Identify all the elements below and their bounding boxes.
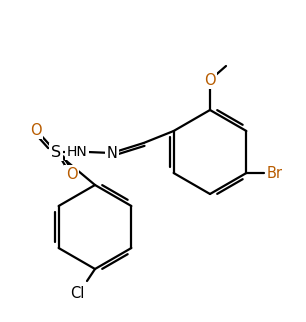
Text: S: S xyxy=(50,145,61,159)
Text: O: O xyxy=(66,166,77,182)
Text: O: O xyxy=(204,72,216,88)
Text: Br: Br xyxy=(267,166,282,181)
Text: HN: HN xyxy=(67,145,88,159)
Text: N: N xyxy=(106,146,117,160)
Text: O: O xyxy=(30,122,41,137)
Text: Cl: Cl xyxy=(70,286,84,300)
